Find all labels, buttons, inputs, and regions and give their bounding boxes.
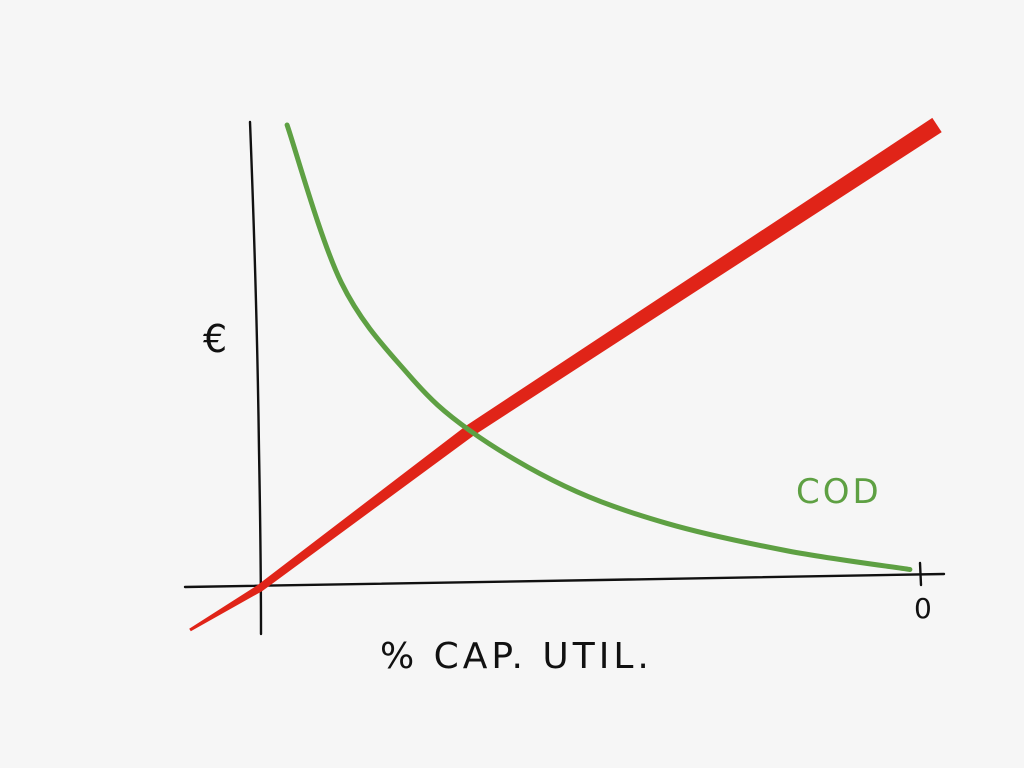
x-axis-label: % CAP. UTIL. [380, 636, 653, 677]
series-red-line-stroke [189, 117, 942, 632]
axes [183, 120, 946, 636]
y-axis-label: € [203, 317, 227, 361]
series-layer [189, 117, 942, 632]
x-tick-label-end: 0 [914, 592, 932, 625]
series-label-cod: COD [796, 472, 882, 512]
series-red-line [189, 117, 942, 632]
x-axis [183, 572, 946, 589]
x-axis-end-tick [918, 561, 923, 587]
y-axis [248, 120, 263, 636]
